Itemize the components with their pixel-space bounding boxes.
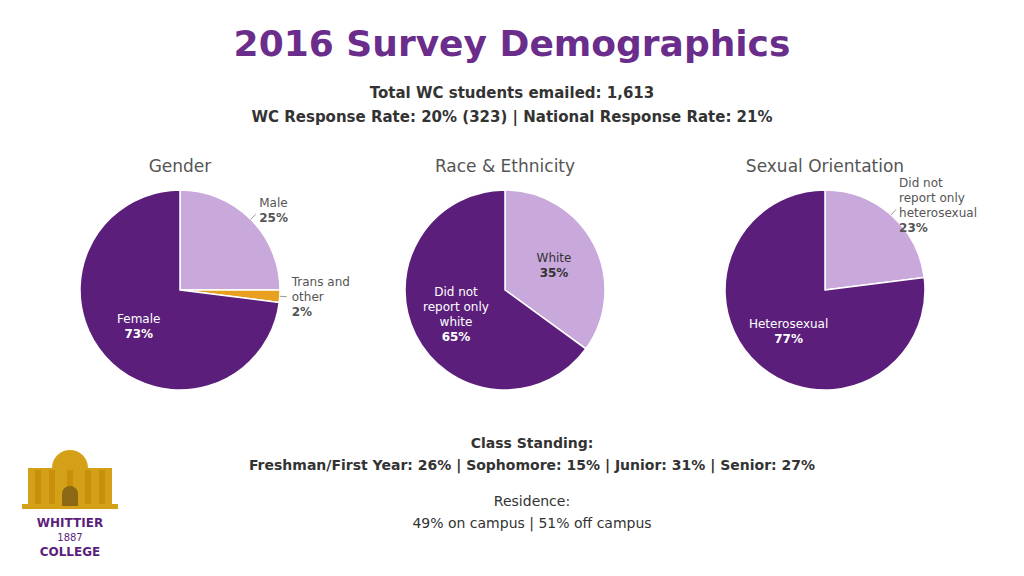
pie-title: Sexual Orientation	[746, 156, 904, 176]
label-leader	[251, 214, 256, 219]
logo: WHITTIER 1887 COLLEGE	[22, 450, 118, 559]
logo-column	[85, 470, 91, 504]
data-label: Female	[117, 312, 160, 326]
data-label: 2%	[292, 305, 312, 319]
pie-slice	[405, 190, 586, 390]
data-label: 23%	[899, 221, 928, 235]
data-label: 73%	[124, 327, 153, 341]
logo-building	[28, 468, 112, 506]
data-label: 77%	[774, 332, 803, 346]
annotation: Class Standing:	[471, 435, 594, 451]
annotation: Freshman/First Year: 26% | Sophomore: 15…	[249, 457, 815, 474]
pie-chart: Race & Ethnicity White35% Did notreport on…	[405, 156, 605, 390]
subtitle: WC Response Rate: 20% (323) | National R…	[251, 108, 772, 127]
pie-chart: Sexual OrientationDid notreport onlyhete…	[725, 156, 977, 390]
logo-column	[35, 470, 41, 504]
logo-text: 1887	[57, 532, 82, 543]
data-label: other	[292, 290, 324, 304]
data-label: 35%	[540, 266, 569, 280]
logo-text: WHITTIER	[37, 516, 103, 530]
label-leader	[280, 296, 287, 297]
data-label: Did not	[899, 176, 943, 190]
title: 2016 Survey Demographics	[234, 23, 791, 64]
logo-column	[49, 470, 55, 504]
pie-slice	[80, 190, 279, 390]
annotation: 49% on campus | 51% off campus	[412, 515, 651, 532]
data-label: 65%	[442, 330, 471, 344]
data-label: report only	[423, 300, 489, 314]
pie-title: Race & Ethnicity	[435, 156, 575, 176]
logo-column	[99, 470, 105, 504]
annotation: Residence:	[494, 493, 570, 509]
pie-slice	[725, 190, 925, 390]
data-label: Did not	[434, 285, 478, 299]
logo-text: COLLEGE	[40, 545, 101, 559]
logo-dome	[52, 450, 88, 468]
pie-title: Gender	[149, 156, 212, 176]
logo-door	[62, 486, 78, 506]
data-label: White	[537, 251, 572, 265]
page: 2016 Survey Demographics Total WC student…	[0, 0, 1024, 576]
data-label: 25%	[259, 211, 288, 225]
data-label: white	[440, 315, 473, 329]
subtitle: Total WC students emailed: 1,613	[370, 84, 654, 102]
data-label: heterosexual	[899, 206, 977, 220]
data-label: Heterosexual	[749, 317, 828, 331]
label-leader	[891, 210, 896, 215]
data-label: Trans and	[291, 275, 350, 289]
data-label: Male	[259, 196, 287, 210]
data-label: report only	[899, 191, 965, 205]
pie-chart: Gender Male25% Trans andother2% Female73%	[80, 156, 350, 390]
